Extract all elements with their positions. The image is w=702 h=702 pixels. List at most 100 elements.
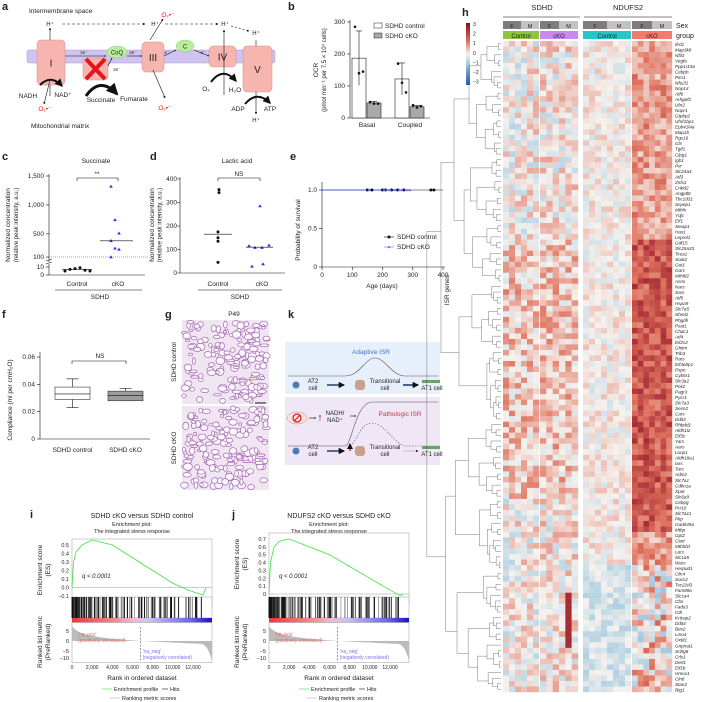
censor-mark-cko xyxy=(397,188,401,192)
heatmap-cell xyxy=(515,487,522,494)
heatmap-cell xyxy=(559,388,566,395)
heatmap-cell xyxy=(613,217,620,224)
heatmap-cell xyxy=(625,498,632,505)
heatmap-cell xyxy=(601,283,608,290)
heatmap-cell xyxy=(565,167,572,174)
heatmap-cell xyxy=(589,145,596,152)
heatmap-cell xyxy=(565,107,572,113)
heatmap-cell xyxy=(515,195,522,202)
heatmap-cell xyxy=(515,394,522,400)
heatmap-cell xyxy=(503,278,510,284)
heatmap-cell xyxy=(509,559,516,566)
gene-label: Gpt2 xyxy=(675,533,685,538)
heatmap-cell xyxy=(527,366,534,373)
heatmap-cell xyxy=(601,532,608,538)
heatmap-cell xyxy=(619,90,626,97)
heatmap-cell xyxy=(552,90,560,97)
heatmap-cell xyxy=(503,294,510,301)
alveolus xyxy=(183,462,193,471)
heatmap-cell xyxy=(503,680,510,687)
es-tick-label: 0.4 xyxy=(61,552,69,558)
heatmap-cell xyxy=(540,598,547,604)
heatmap-cell xyxy=(660,228,667,235)
heatmap-cell xyxy=(632,399,638,406)
dendrogram-branch xyxy=(478,462,494,486)
heatmap-cell xyxy=(546,173,553,180)
heatmap-cell xyxy=(583,432,590,439)
heatmap-cell xyxy=(521,300,528,307)
heatmap-cell xyxy=(666,680,673,687)
heatmap-cell xyxy=(660,184,667,191)
heatmap-cell xyxy=(583,272,590,279)
heatmap-cell xyxy=(613,410,620,417)
heatmap-cell xyxy=(527,212,534,218)
heatmap-cell xyxy=(666,377,673,384)
heatmap-cell xyxy=(632,344,638,351)
heatmap-cell xyxy=(559,410,566,417)
dendrogram-branch xyxy=(490,385,496,409)
heatmap-cell xyxy=(509,416,516,422)
heatmap-cell xyxy=(552,360,560,367)
dendrogram-branch xyxy=(472,236,487,268)
heatmap-cell xyxy=(533,427,540,433)
heatmap-cell xyxy=(515,134,522,141)
heatmap-cell xyxy=(654,245,661,251)
data-point xyxy=(415,106,419,109)
heatmap-cell xyxy=(533,195,540,202)
heatmap-cell xyxy=(515,223,522,229)
heatmap-cell xyxy=(571,228,579,235)
heatmap-cell xyxy=(565,647,572,654)
heatmap-cell xyxy=(654,311,661,318)
heatmap-cell xyxy=(552,134,560,141)
heatmap-cell xyxy=(533,311,540,318)
heatmap-cell xyxy=(637,631,644,638)
heatmap-cell xyxy=(660,118,667,124)
alveolus xyxy=(198,407,204,414)
heatmap-cell xyxy=(565,405,572,411)
heatmap-cell xyxy=(559,322,566,329)
heatmap-cell xyxy=(613,416,620,422)
heatmap-cell xyxy=(589,537,596,544)
heatmap-cell xyxy=(546,217,553,224)
heatmap-cell xyxy=(654,498,661,505)
heatmap-cell xyxy=(521,570,528,577)
heatmap-cell xyxy=(503,515,510,522)
heatmap-cell xyxy=(649,554,656,560)
heatmap-cell xyxy=(565,294,572,301)
heatmap-cell xyxy=(619,675,626,682)
heatmap-cell xyxy=(533,520,540,527)
heatmap-cell xyxy=(509,576,516,582)
heatmap-cell xyxy=(527,399,534,406)
heatmap-cell xyxy=(552,228,560,235)
heatmap-cell xyxy=(515,647,522,654)
heatmap-cell xyxy=(619,239,626,246)
heatmap-cell xyxy=(540,664,547,671)
heatmap-cell xyxy=(601,598,608,604)
heatmap-cell xyxy=(649,112,656,119)
dendrogram-branch xyxy=(489,253,501,262)
heatmap-cell xyxy=(540,620,547,626)
heatmap-cell xyxy=(503,63,510,69)
dendrogram-branch xyxy=(490,595,501,607)
heatmap-cell xyxy=(552,598,560,604)
heatmap-cell xyxy=(637,162,644,169)
heatmap-cell xyxy=(552,145,560,152)
alveolus xyxy=(196,441,204,447)
heatmap-cell xyxy=(527,101,534,108)
heatmap-cell xyxy=(595,565,602,571)
heatmap-cell xyxy=(607,664,614,671)
heatmap-cell xyxy=(625,283,632,290)
superoxide-arrow xyxy=(152,69,166,99)
heatmap-cell xyxy=(649,74,656,80)
alveolus xyxy=(215,356,226,365)
heatmap-cell xyxy=(546,90,553,97)
heatmap-cell xyxy=(607,272,614,279)
heatmap-cell xyxy=(527,686,534,693)
alveolus xyxy=(230,478,240,487)
heatmap-cell xyxy=(660,167,667,174)
heatmap-cell xyxy=(571,355,579,362)
heatmap-cell xyxy=(589,322,596,329)
heatmap-cell xyxy=(607,101,614,108)
heatmap-cell xyxy=(521,355,528,362)
heatmap-cell xyxy=(571,399,579,406)
